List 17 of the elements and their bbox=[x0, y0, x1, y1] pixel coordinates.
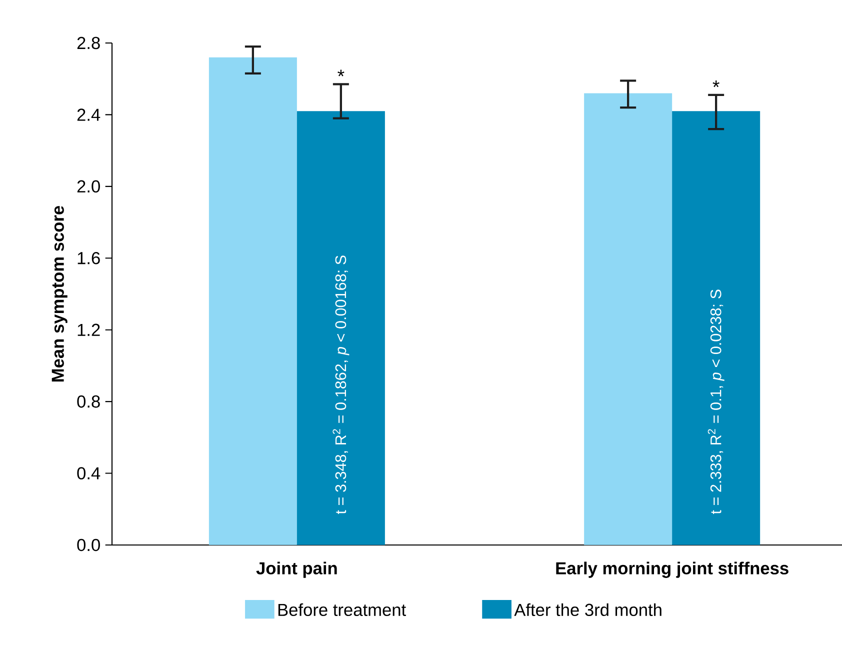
y-tick-label: 0.0 bbox=[77, 538, 100, 552]
y-axis-title: Mean symptom score bbox=[52, 206, 68, 382]
legend-label: Before treatment bbox=[278, 603, 406, 616]
annotation: * bbox=[338, 70, 344, 76]
y-tick-label: 2.4 bbox=[77, 108, 100, 121]
y-tick-label: 1.6 bbox=[78, 252, 100, 264]
x-tick-label: Early morning joint stiffness bbox=[556, 562, 788, 578]
y-tick-label: 2.8 bbox=[77, 36, 100, 50]
y-tick-label: 1.2 bbox=[78, 324, 100, 336]
annotation: t = 2.333, R$^{2}$ = 0.1, p < 0.0238; S bbox=[708, 290, 724, 514]
x-tick-label: Joint pain bbox=[256, 562, 337, 578]
annotation: * bbox=[712, 80, 720, 88]
y-tick-label: 0.8 bbox=[77, 395, 100, 408]
legend-label: After the 3rd month bbox=[514, 603, 662, 616]
y-tick-label: 0.4 bbox=[77, 467, 100, 480]
y-tick-label: 2.0 bbox=[77, 180, 100, 193]
annotation: t = 3.348, R$^{2}$ = 0.1862, p < 0.00168; S bbox=[332, 256, 350, 514]
